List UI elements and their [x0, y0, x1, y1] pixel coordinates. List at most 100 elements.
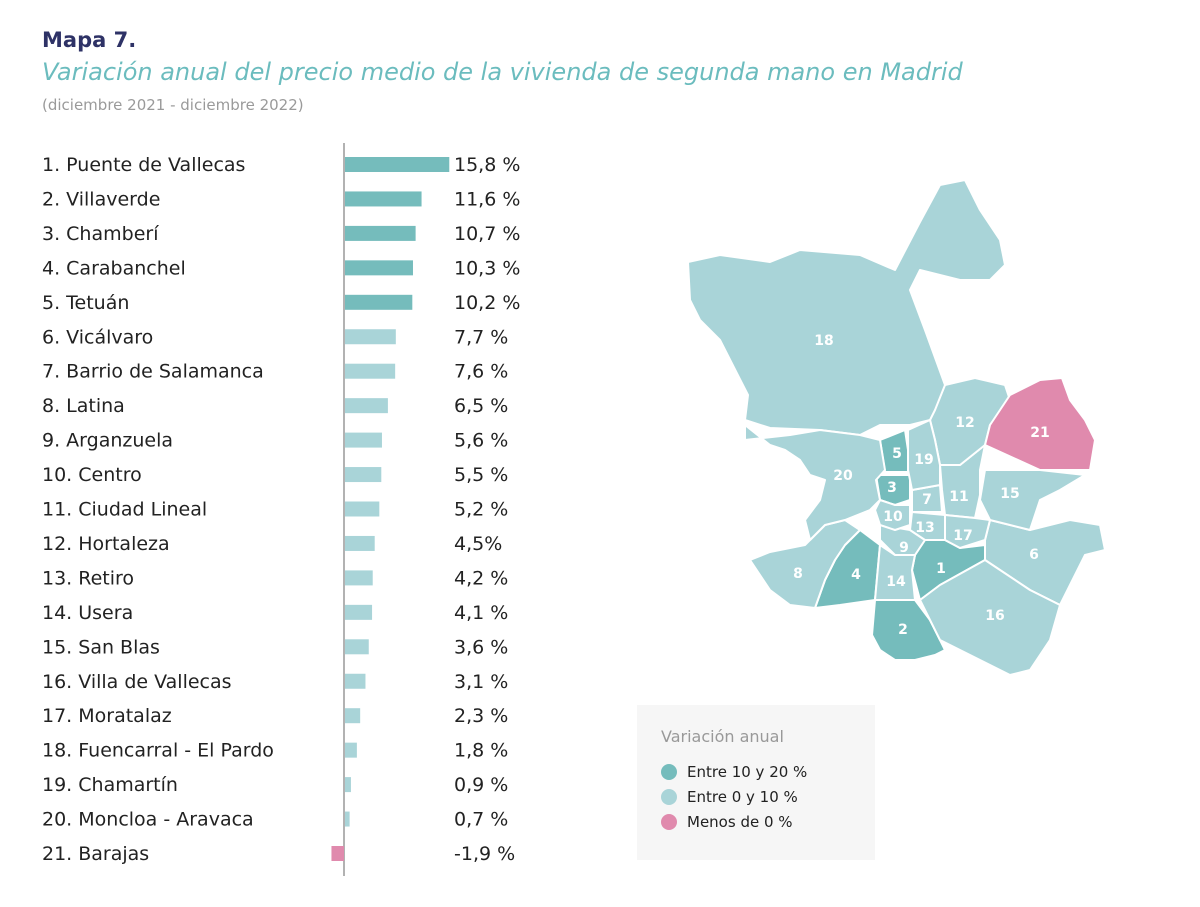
district-number: 4 [851, 567, 861, 583]
district-number: 7 [922, 492, 932, 508]
legend-swatch [661, 814, 677, 830]
district-14 [874, 544, 916, 601]
data-label: 3,1 % [454, 671, 508, 693]
bar [345, 294, 413, 310]
data-label: 10,3 % [454, 257, 520, 279]
district-number: 18 [814, 333, 833, 349]
category-label: 10. Centro [42, 464, 142, 486]
category-label: 3. Chamberí [42, 223, 159, 245]
district-number: 3 [887, 480, 897, 496]
legend-label: Entre 10 y 20 % [687, 763, 808, 781]
district-number: 6 [1029, 547, 1039, 563]
bar [345, 673, 366, 689]
district-20 [744, 424, 886, 541]
bar [345, 777, 351, 793]
district-number: 14 [886, 574, 906, 590]
data-label: 10,2 % [454, 292, 520, 314]
bar [345, 742, 357, 758]
district-number: 20 [833, 468, 853, 484]
category-label: 13. Retiro [42, 567, 134, 589]
legend-title: Variación anual [661, 727, 784, 746]
district-number: 2 [898, 622, 908, 638]
category-label: 11. Ciudad Lineal [42, 499, 207, 521]
district-8 [749, 519, 861, 609]
district-number: 10 [883, 509, 903, 525]
bar [345, 157, 450, 172]
legend: Variación anual Entre 10 y 20 % Entre 0 … [637, 705, 875, 860]
district-number: 1 [936, 561, 946, 577]
data-label: 4,2 % [454, 567, 508, 589]
data-label: 5,2 % [454, 499, 508, 521]
district-10 [874, 499, 911, 531]
data-label: 6,5 % [454, 395, 508, 417]
category-label: 8. Latina [42, 395, 125, 417]
bar [345, 708, 361, 724]
category-label: 2. Villaverde [42, 188, 160, 210]
district-2 [871, 599, 946, 661]
category-label: 15. San Blas [42, 636, 160, 658]
legend-swatch [661, 789, 677, 805]
district-number: 17 [953, 528, 972, 544]
bar [345, 191, 422, 207]
bar [331, 846, 344, 861]
category-label: 12. Hortaleza [42, 533, 170, 555]
bar [345, 398, 388, 414]
chart-subtitle: (diciembre 2021 - diciembre 2022) [42, 96, 304, 114]
legend-label: Entre 0 y 10 % [687, 788, 798, 806]
category-label: 18. Fuencarral - El Pardo [42, 740, 274, 762]
bar [345, 363, 396, 379]
district-number: 12 [955, 415, 974, 431]
district-17 [944, 514, 991, 549]
data-label: 0,9 % [454, 774, 508, 796]
category-label: 17. Moratalaz [42, 705, 172, 727]
district-number: 11 [949, 489, 968, 505]
bar [345, 501, 380, 517]
district-number: 8 [793, 566, 803, 582]
bar [345, 639, 369, 655]
data-label: 5,5 % [454, 464, 508, 486]
data-label: 7,6 % [454, 361, 508, 383]
category-label: 21. Barajas [42, 843, 149, 865]
data-label: 3,6 % [454, 636, 508, 658]
bar [345, 604, 373, 620]
district-number: 13 [915, 520, 934, 536]
category-label: 19. Chamartín [42, 774, 178, 796]
district-number: 9 [899, 540, 909, 556]
data-label: -1,9 % [454, 843, 515, 865]
bar [345, 811, 350, 827]
category-label: 7. Barrio de Salamanca [42, 361, 264, 383]
legend-swatch [661, 764, 677, 780]
bar [345, 467, 382, 483]
bar [345, 570, 373, 586]
data-label: 0,7 % [454, 809, 508, 831]
district-19 [907, 419, 941, 491]
data-label: 4,1 % [454, 602, 508, 624]
district-number: 21 [1030, 425, 1049, 441]
bar [345, 329, 396, 345]
category-label: 9. Arganzuela [42, 430, 173, 452]
district-number: 19 [914, 452, 933, 468]
district-number: 16 [985, 608, 1004, 624]
district-16 [919, 559, 1061, 676]
bar [345, 432, 382, 448]
district-13 [909, 511, 946, 541]
bar [345, 225, 416, 241]
data-label: 10,7 % [454, 223, 520, 245]
legend-item-high: Entre 10 y 20 % [661, 763, 807, 781]
category-label: 4. Carabanchel [42, 257, 186, 279]
category-label: 14. Usera [42, 602, 133, 624]
legend-item-mid: Entre 0 y 10 % [661, 788, 798, 806]
data-label: 7,7 % [454, 326, 508, 348]
data-label: 2,3 % [454, 705, 508, 727]
legend-item-neg: Menos de 0 % [661, 813, 793, 831]
category-label: 20. Moncloa - Aravaca [42, 809, 254, 831]
data-label: 5,6 % [454, 430, 508, 452]
bar [345, 535, 375, 551]
category-label: 1. Puente de Vallecas [42, 154, 245, 176]
district-15 [979, 469, 1086, 531]
category-label: 16. Villa de Vallecas [42, 671, 232, 693]
legend-label: Menos de 0 % [687, 813, 793, 831]
